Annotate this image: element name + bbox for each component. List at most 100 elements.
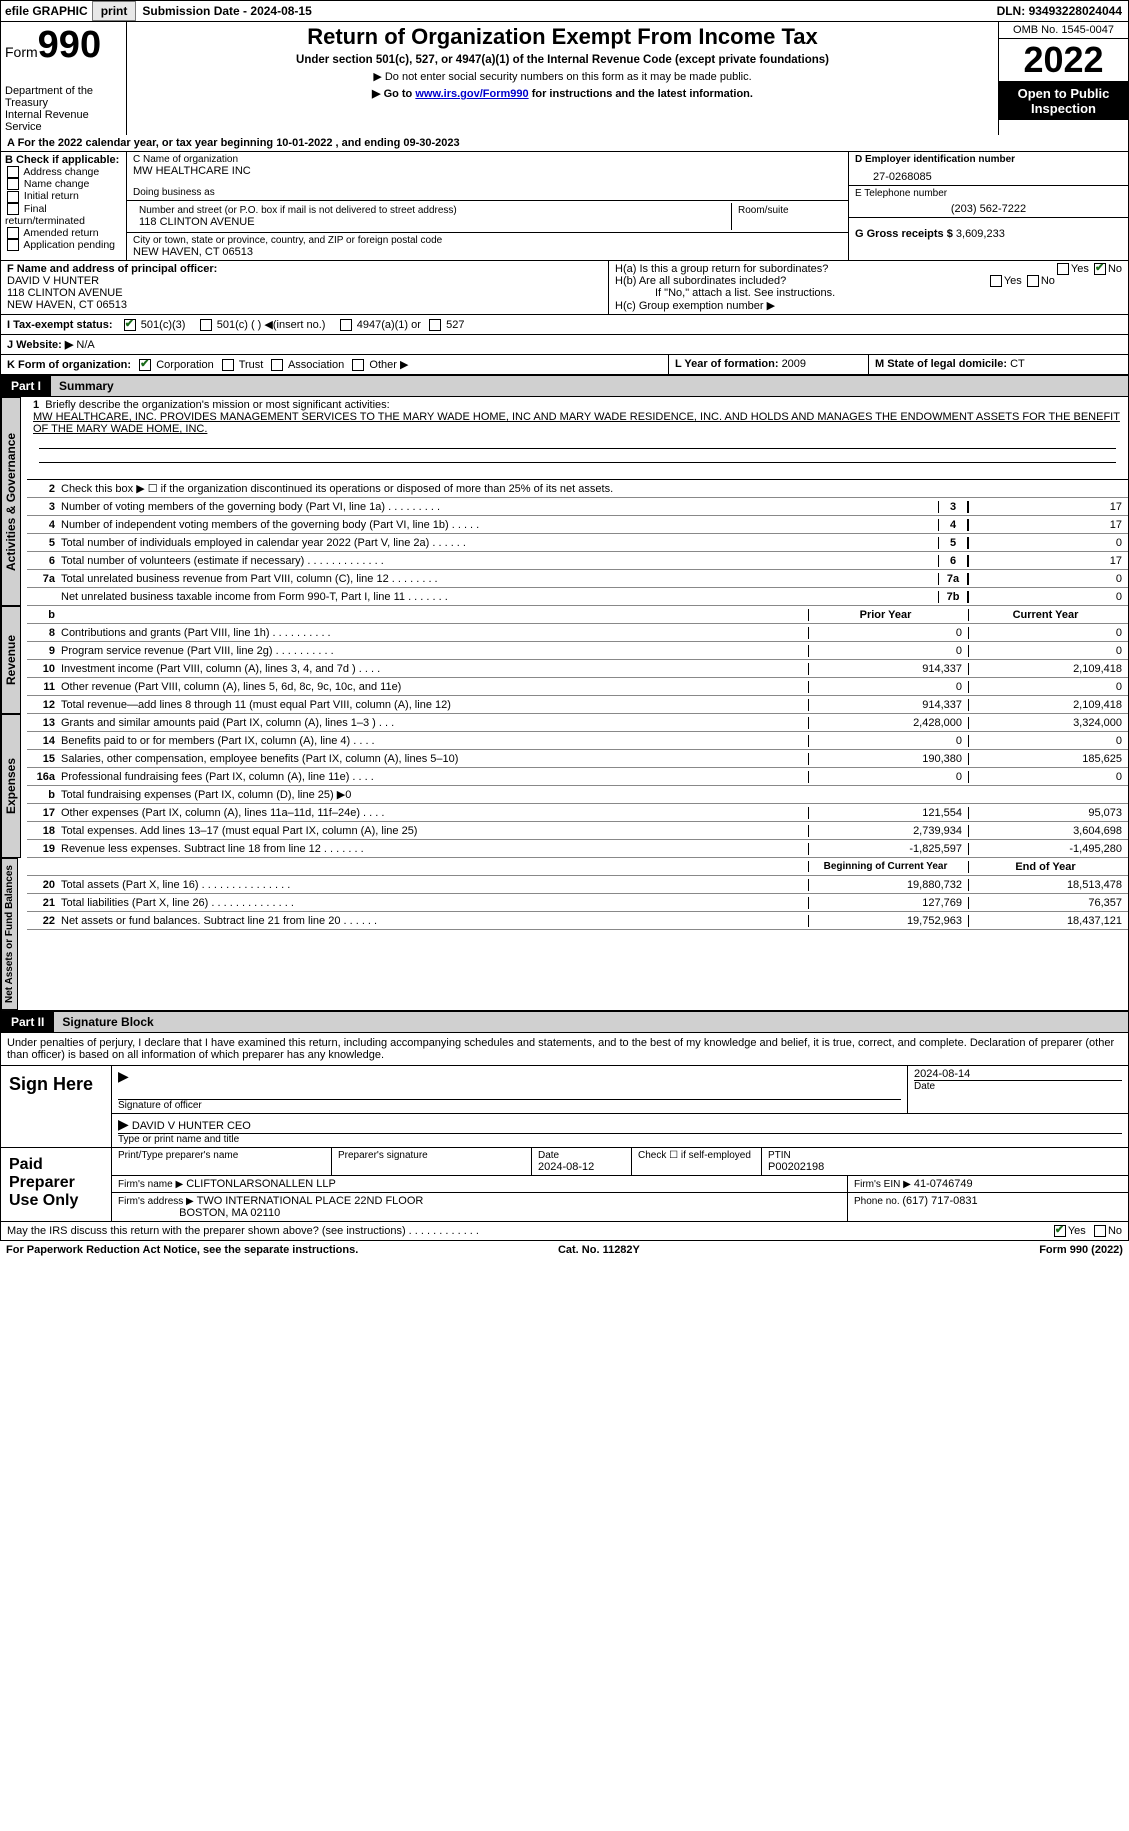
row-a-tax-year: A For the 2022 calendar year, or tax yea… bbox=[0, 135, 1129, 152]
preparer-sig-label: Preparer's signature bbox=[338, 1150, 525, 1161]
chk-amended[interactable]: Amended return bbox=[5, 227, 122, 239]
phone-cell: E Telephone number (203) 562-7222 bbox=[849, 186, 1128, 218]
table-row: 20Total assets (Part X, line 16) . . . .… bbox=[27, 876, 1128, 894]
sign-here-label: Sign Here bbox=[1, 1066, 111, 1147]
expenses-grid: Expenses 13Grants and similar amounts pa… bbox=[0, 714, 1129, 858]
chk-name[interactable]: Name change bbox=[5, 178, 122, 190]
vtab-revenue: Revenue bbox=[1, 606, 21, 714]
table-row: 18Total expenses. Add lines 13–17 (must … bbox=[27, 822, 1128, 840]
table-row: 22Net assets or fund balances. Subtract … bbox=[27, 912, 1128, 930]
ein-value: 27-0268085 bbox=[855, 165, 1122, 183]
table-row: 5Total number of individuals employed in… bbox=[27, 534, 1128, 552]
mission-label: Briefly describe the organization's miss… bbox=[45, 399, 389, 411]
firm-addr1: TWO INTERNATIONAL PLACE 22ND FLOOR bbox=[197, 1195, 424, 1207]
table-row: 6Total number of volunteers (estimate if… bbox=[27, 552, 1128, 570]
phone-label: E Telephone number bbox=[855, 188, 1122, 199]
paid-preparer-section: Paid Preparer Use Only Print/Type prepar… bbox=[0, 1148, 1129, 1222]
dba-label: Doing business as bbox=[133, 187, 842, 198]
goto-pre: ▶ Go to bbox=[372, 88, 415, 100]
print-button[interactable]: print bbox=[92, 1, 137, 21]
chk-501c[interactable] bbox=[200, 319, 212, 331]
phone-value: (203) 562-7222 bbox=[855, 199, 1122, 215]
chk-pending[interactable]: Application pending bbox=[5, 239, 122, 251]
chk-527[interactable] bbox=[429, 319, 441, 331]
table-row: 21Total liabilities (Part X, line 26) . … bbox=[27, 894, 1128, 912]
ssn-warning: ▶ Do not enter social security numbers o… bbox=[131, 70, 994, 83]
city-label: City or town, state or province, country… bbox=[133, 235, 842, 246]
cat-no: Cat. No. 11282Y bbox=[558, 1244, 640, 1256]
website-value: N/A bbox=[73, 339, 94, 351]
ptin-value: P00202198 bbox=[768, 1161, 1122, 1173]
arrow-icon: ▶ bbox=[118, 1068, 129, 1084]
table-row: 11Other revenue (Part VIII, column (A), … bbox=[27, 678, 1128, 696]
row-f-h: F Name and address of principal officer:… bbox=[0, 261, 1129, 315]
officer-label: F Name and address of principal officer: bbox=[7, 263, 602, 275]
form-word: Form bbox=[5, 44, 38, 60]
part2-header: Part II Signature Block bbox=[0, 1011, 1129, 1033]
table-row: 17Other expenses (Part IX, column (A), l… bbox=[27, 804, 1128, 822]
firm-phone-label: Phone no. bbox=[854, 1196, 902, 1207]
mission-section: 1 Briefly describe the organization's mi… bbox=[27, 397, 1128, 480]
org-name: MW HEALTHCARE INC bbox=[133, 165, 842, 177]
chk-501c3[interactable] bbox=[124, 319, 136, 331]
row-i: I Tax-exempt status: 501(c)(3) 501(c) ( … bbox=[0, 315, 1129, 335]
tax-status-label: I Tax-exempt status: bbox=[7, 319, 113, 331]
dln-value: 93493228024044 bbox=[1029, 4, 1122, 18]
omb-number: OMB No. 1545-0047 bbox=[999, 22, 1128, 39]
preparer-date-label: Date bbox=[538, 1150, 625, 1161]
sig-intro: Under penalties of perjury, I declare th… bbox=[0, 1033, 1129, 1066]
table-row: 16aProfessional fundraising fees (Part I… bbox=[27, 768, 1128, 786]
chk-corp[interactable] bbox=[139, 359, 151, 371]
chk-address[interactable]: Address change bbox=[5, 166, 122, 178]
part1-num: Part I bbox=[1, 376, 51, 396]
page-footer: For Paperwork Reduction Act Notice, see … bbox=[0, 1241, 1129, 1259]
room-label: Room/suite bbox=[738, 205, 836, 216]
self-employed-label: Check ☐ if self-employed bbox=[632, 1148, 762, 1175]
table-row: 4Number of independent voting members of… bbox=[27, 516, 1128, 534]
header-right: OMB No. 1545-0047 2022 Open to Public In… bbox=[998, 22, 1128, 135]
chk-assoc[interactable] bbox=[271, 359, 283, 371]
netassets-grid: Net Assets or Fund Balances Beginning of… bbox=[0, 858, 1129, 1011]
chk-trust[interactable] bbox=[222, 359, 234, 371]
efile-label: efile GRAPHIC bbox=[1, 4, 92, 18]
hb-row: H(b) Are all subordinates included? Yes … bbox=[615, 275, 1122, 287]
ein-label: D Employer identification number bbox=[855, 154, 1122, 165]
row-k: K Form of organization: Corporation Trus… bbox=[1, 355, 668, 374]
irs-link[interactable]: www.irs.gov/Form990 bbox=[415, 88, 528, 100]
addr-cell: Number and street (or P.O. box if mail i… bbox=[127, 201, 848, 233]
chk-other[interactable] bbox=[352, 359, 364, 371]
vtab-expenses: Expenses bbox=[1, 714, 21, 858]
officer-addr2: NEW HAVEN, CT 06513 bbox=[7, 299, 602, 311]
part1-header: Part I Summary bbox=[0, 375, 1129, 397]
table-row: 8Contributions and grants (Part VIII, li… bbox=[27, 624, 1128, 642]
mission-text: MW HEALTHCARE, INC. PROVIDES MANAGEMENT … bbox=[33, 411, 1120, 435]
sig-officer-label: Signature of officer bbox=[118, 1100, 901, 1111]
dept-treasury: Department of the Treasury bbox=[5, 85, 122, 109]
org-name-label: C Name of organization bbox=[133, 154, 842, 165]
tax-year: 2022 bbox=[999, 39, 1128, 82]
dln-label: DLN: bbox=[997, 4, 1029, 18]
section-bcd: B Check if applicable: Address change Na… bbox=[0, 152, 1129, 261]
h-section: H(a) Is this a group return for subordin… bbox=[608, 261, 1128, 314]
discuss-yes[interactable] bbox=[1054, 1225, 1066, 1237]
row-m: M State of legal domicile: CT bbox=[868, 355, 1128, 374]
begin-year-label: Beginning of Current Year bbox=[808, 861, 968, 872]
discuss-row: May the IRS discuss this return with the… bbox=[0, 1222, 1129, 1241]
chk-final[interactable]: Final return/terminated bbox=[5, 203, 122, 227]
chk-4947[interactable] bbox=[340, 319, 352, 331]
sig-date: 2024-08-14 bbox=[914, 1068, 1122, 1080]
preparer-name-label: Print/Type preparer's name bbox=[118, 1150, 325, 1161]
col-c: C Name of organization MW HEALTHCARE INC… bbox=[127, 152, 848, 260]
form-header: Form990 Department of the Treasury Inter… bbox=[0, 22, 1129, 135]
part2-title: Signature Block bbox=[54, 1012, 1128, 1032]
col-de: D Employer identification number 27-0268… bbox=[848, 152, 1128, 260]
discuss-no[interactable] bbox=[1094, 1225, 1106, 1237]
firm-name: CLIFTONLARSONALLEN LLP bbox=[186, 1178, 336, 1190]
vtab-netassets: Net Assets or Fund Balances bbox=[1, 858, 18, 1010]
part1-title: Summary bbox=[51, 376, 1128, 396]
chk-initial[interactable]: Initial return bbox=[5, 190, 122, 202]
revenue-header: b Prior Year Current Year bbox=[27, 606, 1128, 624]
ein-cell: D Employer identification number 27-0268… bbox=[849, 152, 1128, 186]
table-row: 3Number of voting members of the governi… bbox=[27, 498, 1128, 516]
revenue-grid: Revenue b Prior Year Current Year 8Contr… bbox=[0, 606, 1129, 714]
